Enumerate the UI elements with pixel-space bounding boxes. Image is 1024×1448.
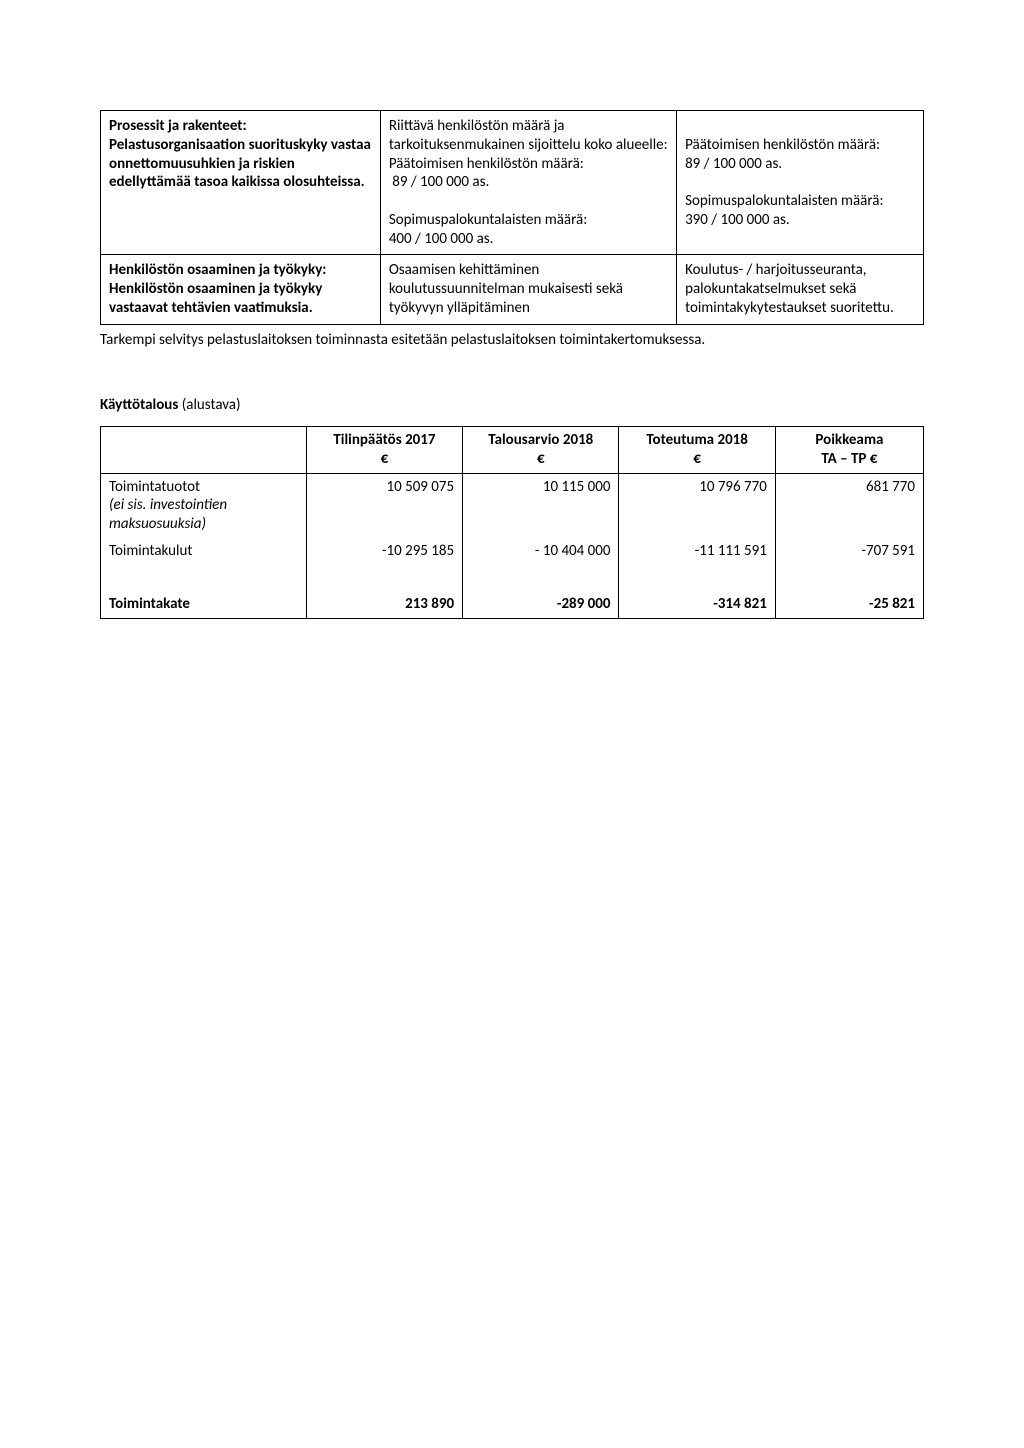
finance-kate-label: Toimintakate [101,591,307,618]
finance-title-bold: Käyttötalous [100,396,178,414]
r1c2-b-value: 400 / 100 000 as. [389,230,494,248]
finance-th-blank [101,427,307,474]
finance-th-3: Toteutuma 2018 € [619,427,775,474]
finance-th-1a: Tilinpäätös 2017 [333,431,435,449]
r2c1-title: Henkilöstön osaaminen ja työkyky: [109,261,326,279]
finance-th-4: Poikkeama TA – TP € [775,427,923,474]
finance-th-2a: Talousarvio 2018 [488,431,593,449]
strategy-r1-c3: Päätoimisen henkilöstön määrä: 89 / 100 … [677,111,924,255]
strategy-row-2: Henkilöstön osaaminen ja työkyky: Henkil… [101,255,924,324]
finance-tuotot-v2: 10 115 000 [463,473,619,538]
r1c3-b-label: Sopimuspalokuntalaisten määrä: [685,192,883,210]
r2c3-text: Koulutus- / harjoitusseuranta, palokunta… [685,261,894,317]
spacer-5 [775,565,923,592]
r1c3-b-value: 390 / 100 000 as. [685,211,790,229]
strategy-row-1: Prosessit ja rakenteet: Pelastusorganisa… [101,111,924,255]
r1c1-body: Pelastusorganisaation suorituskyky vasta… [109,136,371,192]
finance-row-kulut: Toimintakulut -10 295 185 - 10 404 000 -… [101,538,924,565]
finance-row-tuotot: Toimintatuotot (ei sis. investointien ma… [101,473,924,538]
finance-kate-v3: -314 821 [619,591,775,618]
spacer-4 [619,565,775,592]
finance-th-3b: € [693,450,701,468]
finance-th-4a: Poikkeama [815,431,883,449]
finance-th-1b: € [381,450,389,468]
finance-kulut-v4: -707 591 [775,538,923,565]
finance-th-3a: Toteutuma 2018 [646,431,747,449]
finance-kulut-label: Toimintakulut [101,538,307,565]
finance-tuotot-label-2: (ei sis. investointien maksuosuuksia) [109,496,227,533]
finance-kate-v4: -25 821 [775,591,923,618]
r1c1-title: Prosessit ja rakenteet: [109,117,247,135]
finance-kate-v1: 213 890 [306,591,462,618]
r2c2-text: Osaamisen kehittäminen koulutussuunnitel… [389,261,623,317]
finance-row-spacer [101,565,924,592]
r2c1-body: Henkilöstön osaaminen ja työkyky vastaav… [109,280,322,317]
finance-title-light: (alustava) [178,396,240,414]
r1c3-a-value: 89 / 100 000 as. [685,155,782,173]
finance-row-kate: Toimintakate 213 890 -289 000 -314 821 -… [101,591,924,618]
summary-paragraph: Tarkempi selvitys pelastuslaitoksen toim… [100,331,924,351]
strategy-r1-c1: Prosessit ja rakenteet: Pelastusorganisa… [101,111,381,255]
finance-kulut-v1: -10 295 185 [306,538,462,565]
strategy-r1-c2: Riittävä henkilöstön määrä ja tarkoituks… [380,111,676,255]
finance-kulut-v2: - 10 404 000 [463,538,619,565]
finance-th-1: Tilinpäätös 2017 € [306,427,462,474]
strategy-table: Prosessit ja rakenteet: Pelastusorganisa… [100,110,924,325]
finance-tuotot-v3: 10 796 770 [619,473,775,538]
finance-tuotot-label: Toimintatuotot (ei sis. investointien ma… [101,473,307,538]
finance-tuotot-v1: 10 509 075 [306,473,462,538]
r1c3-a-label: Päätoimisen henkilöstön määrä: [685,136,880,154]
strategy-r2-c3: Koulutus- / harjoitusseuranta, palokunta… [677,255,924,324]
finance-th-4b: TA – TP € [821,450,877,468]
finance-section-title: Käyttötalous (alustava) [100,396,924,414]
r1c2-b-label: Sopimuspalokuntalaisten määrä: [389,211,587,229]
spacer-3 [463,565,619,592]
finance-kulut-v3: -11 111 591 [619,538,775,565]
finance-kate-v2: -289 000 [463,591,619,618]
r1c2-a-label: Päätoimisen henkilöstön määrä: [389,155,584,173]
finance-tuotot-v4: 681 770 [775,473,923,538]
finance-header-row: Tilinpäätös 2017 € Talousarvio 2018 € To… [101,427,924,474]
finance-tuotot-label-1: Toimintatuotot [109,478,200,496]
spacer-1 [101,565,307,592]
strategy-r2-c2: Osaamisen kehittäminen koulutussuunnitel… [380,255,676,324]
r1c2-a-value: 89 / 100 000 as. [392,173,489,191]
finance-table: Tilinpäätös 2017 € Talousarvio 2018 € To… [100,426,924,619]
spacer-2 [306,565,462,592]
r1c2-intro: Riittävä henkilöstön määrä ja tarkoituks… [389,117,668,154]
finance-th-2: Talousarvio 2018 € [463,427,619,474]
finance-th-2b: € [537,450,545,468]
strategy-r2-c1: Henkilöstön osaaminen ja työkyky: Henkil… [101,255,381,324]
